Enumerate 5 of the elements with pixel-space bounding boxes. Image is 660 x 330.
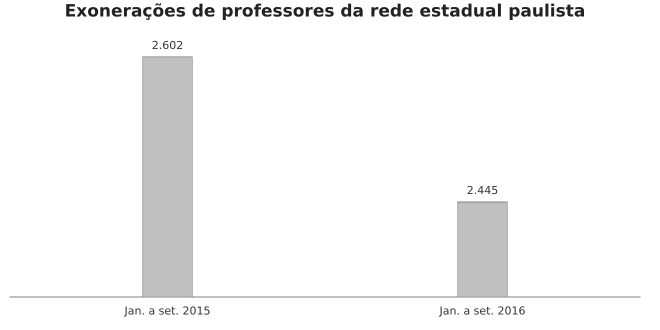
x-tick-label: Jan. a set. 2015 bbox=[124, 304, 210, 318]
data-label: 2.445 bbox=[466, 184, 498, 197]
data-label: 2.602 bbox=[152, 38, 184, 52]
chart-title: Exonerações de professores da rede estadual paulista bbox=[64, 2, 586, 22]
x-tick-label: Jan. a set. 2016 bbox=[438, 304, 526, 318]
